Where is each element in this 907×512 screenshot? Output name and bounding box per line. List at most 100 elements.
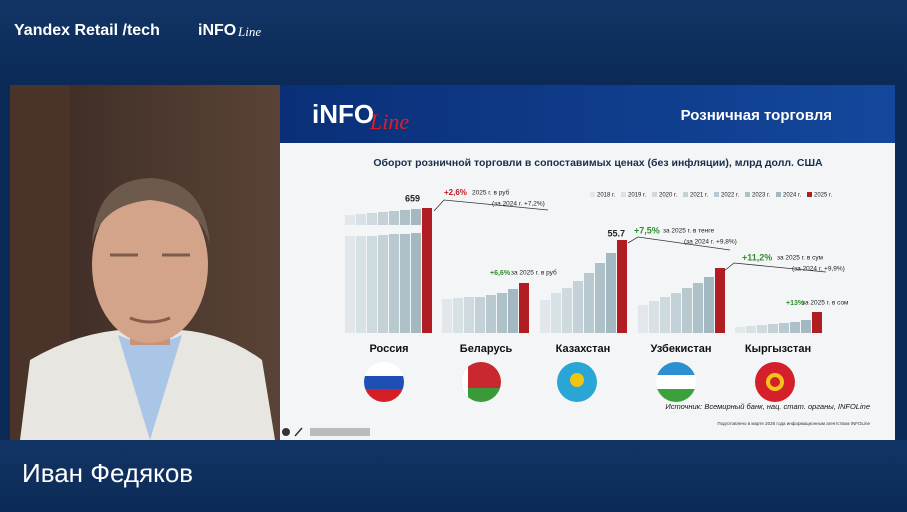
legend-swatch [590, 192, 595, 197]
slide-logo-script: Line [369, 109, 409, 134]
bar [378, 235, 388, 333]
legend-label: 2023 г. [752, 193, 770, 199]
bar [790, 322, 800, 333]
legend-swatch [621, 192, 626, 197]
bar-top [345, 215, 355, 225]
bar [475, 297, 485, 333]
legend-label: 2019 г. [628, 193, 646, 199]
bar [497, 293, 507, 333]
flag-uzbekistan [656, 362, 696, 402]
bar [660, 297, 670, 333]
bar-top [389, 211, 399, 225]
legend-swatch [745, 192, 750, 197]
bar-top [356, 214, 366, 225]
bar [400, 234, 410, 333]
bar-top [367, 213, 377, 225]
bar [801, 320, 811, 333]
toolbar-button[interactable] [310, 428, 370, 436]
legend-label: 2022 г. [721, 193, 739, 199]
shirt [118, 335, 182, 440]
bar [606, 253, 616, 333]
annotations: 659 +2,6% 2025 г. в руб (за 2024 г. +7,2… [405, 188, 849, 307]
bar [551, 293, 561, 333]
bar [422, 208, 432, 333]
speaker-name: Иван Федяков [22, 458, 193, 488]
growth: +2,6% [444, 188, 467, 197]
bar [411, 233, 421, 333]
legend-swatch [683, 192, 688, 197]
legend: 2018 г. 2019 г. 2020 г. 2021 г. 2022 г. 2023 … [590, 192, 832, 199]
name-band [0, 440, 907, 512]
connector [433, 199, 549, 212]
country: Россия [369, 343, 408, 355]
bar [649, 301, 659, 333]
connector [627, 236, 731, 251]
flag-russia [364, 362, 404, 402]
mouth [129, 316, 171, 324]
value-label: 55.7 [607, 228, 625, 238]
legend-swatch [807, 192, 812, 197]
bar [595, 263, 605, 333]
legend-swatch [714, 192, 719, 197]
bar [562, 288, 572, 333]
bar [540, 300, 550, 333]
growth: +7,5% [634, 225, 660, 235]
growth: +11,2% [742, 252, 772, 262]
slide: iNFO Line Розничная торговля Оборот розн… [280, 85, 895, 440]
note: (за 2024 г. +9,8%) [684, 239, 737, 246]
note: за 2025 г. в сом [802, 300, 849, 307]
slide-logo-main: iNFO [312, 99, 374, 129]
bar [757, 325, 767, 333]
bar [356, 236, 366, 333]
bar [693, 283, 703, 333]
bar [486, 295, 496, 333]
country-labels: Россия Беларусь Казахстан Узбекистан Кыр… [369, 343, 811, 355]
bar [682, 288, 692, 333]
bar [617, 240, 627, 333]
bar [519, 283, 529, 333]
bar [746, 326, 756, 333]
bar-top [378, 212, 388, 225]
note: 2025 г. в руб [472, 189, 510, 197]
bar [453, 298, 463, 333]
slide-footer: Подготовлено в марте 2026 года информаци… [717, 421, 870, 426]
toolbar-button[interactable] [282, 428, 290, 436]
logo-main: iNFO [198, 22, 236, 39]
bar [464, 297, 474, 333]
note: за 2025 г. в тенге [663, 228, 714, 235]
bar [812, 312, 822, 333]
value-label: 659 [405, 193, 420, 203]
bar [735, 327, 745, 333]
speaker-video [10, 85, 280, 440]
bar [345, 236, 355, 333]
note: (за 2024 г. +7,2%) [492, 201, 545, 208]
face [92, 187, 208, 343]
bar [715, 268, 725, 333]
bar-top [400, 210, 410, 225]
top-band [0, 0, 907, 85]
toolbar-button[interactable] [294, 427, 303, 437]
flag-kazakhstan [557, 362, 597, 402]
hair [92, 178, 210, 245]
bar [389, 234, 399, 333]
source: Источник: Всемирный банк, нац. стат. орг… [665, 402, 870, 411]
chart-title: Оборот розничной торговли в сопоставимых… [373, 157, 823, 169]
country: Беларусь [460, 343, 513, 355]
bar [704, 277, 714, 333]
slide-banner [280, 85, 895, 143]
flag-kyrgyzstan [755, 362, 795, 402]
legend-label: 2024 г. [783, 193, 801, 199]
connector [723, 262, 827, 273]
country: Узбекистан [651, 343, 712, 355]
bar [573, 281, 583, 333]
growth: +13% [786, 300, 805, 307]
note: за 2025 г. в руб [511, 269, 557, 277]
bar [671, 293, 681, 333]
note: за 2025 г. в сум [777, 255, 824, 262]
slide-toolbar[interactable] [282, 427, 370, 437]
legend-swatch [776, 192, 781, 197]
flags [364, 362, 795, 402]
